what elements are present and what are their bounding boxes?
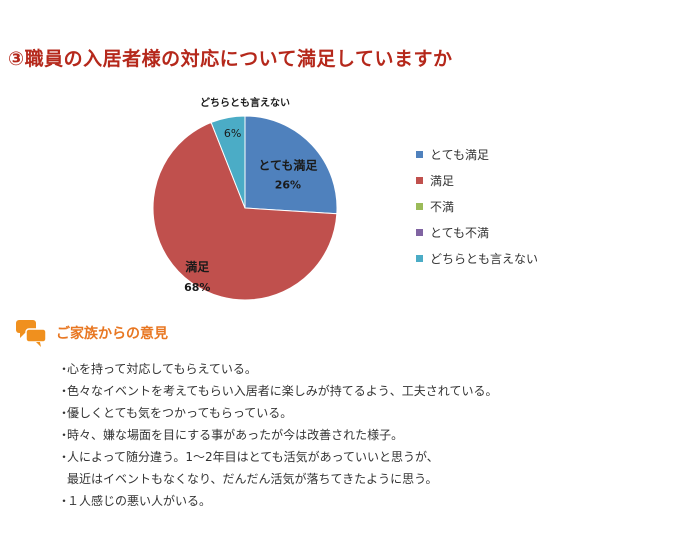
speech-bubbles-icon <box>16 320 47 347</box>
comment-text: 優しくとても気をつかってもらっている。 <box>67 406 293 420</box>
family-comment-item: ・優しくとても気をつかってもらっている。 <box>58 402 497 424</box>
legend-label-1: 満足 <box>430 174 454 188</box>
comment-text: 色々なイベントを考えてもらい入居者に楽しみが持てるよう、工夫されている。 <box>67 384 498 398</box>
family-comments-list: ・心を持って対応してもらえている。 ・色々なイベントを考えてもらい入居者に楽しみが… <box>58 358 497 512</box>
pie-slices <box>152 115 338 301</box>
page-title: ③職員の入居者様の対応について満足していますか <box>8 48 453 70</box>
family-comment-item: ・人によって随分違う。1～2年目はとても活気があっていいと思うが、 最近はイベント… <box>58 446 497 490</box>
comment-text-continued: 最近はイベントもなくなり、だんだん活気が落ちてきたように思う。 <box>67 472 438 486</box>
comment-bullet: ・ <box>58 428 71 442</box>
comment-bullet: ・ <box>58 384 71 398</box>
pie-category-label-0: とても満足 <box>258 157 317 172</box>
legend-swatch-3 <box>416 229 423 236</box>
legend-swatch-0 <box>416 151 423 158</box>
legend-swatch-1 <box>416 177 423 184</box>
comment-bullet: ・ <box>58 362 71 376</box>
legend-swatch-4 <box>416 255 423 262</box>
family-comment-item: ・時々、嫌な場面を目にする事があったが今は改善された様子。 <box>58 424 497 446</box>
pie-value-label-0: 26% <box>275 178 301 191</box>
family-opinions-header: ご家族からの意見 <box>14 318 168 348</box>
comment-text: 心を持って対応してもらえている。 <box>67 362 257 376</box>
comment-bullet: ・ <box>58 494 71 508</box>
family-comment-item: ・色々なイベントを考えてもらい入居者に楽しみが持てるよう、工夫されている。 <box>58 380 497 402</box>
pie-slice-0 <box>244 115 338 215</box>
family-opinions-title: ご家族からの意見 <box>56 326 168 342</box>
pie-slice-1 <box>152 121 338 301</box>
pie-slice-4 <box>210 115 246 209</box>
comment-text: １人感じの悪い人がいる。 <box>67 494 212 508</box>
legend-label-4: どちらとも言えない <box>430 252 538 266</box>
comment-text: 時々、嫌な場面を目にする事があったが今は改善された様子。 <box>67 428 404 442</box>
comment-bullet: ・ <box>58 406 71 420</box>
pie-data-labels: とても満足 26% 満足 68% 6% どちらとも言えない <box>184 96 317 294</box>
pie-value-label-4: 6% <box>224 127 241 140</box>
legend-swatch-2 <box>416 203 423 210</box>
legend-label-0: とても満足 <box>430 148 489 162</box>
family-comment-item: ・１人感じの悪い人がいる。 <box>58 490 497 512</box>
legend-label-2: 不満 <box>430 200 454 214</box>
pie-category-label-1: 満足 <box>185 259 209 274</box>
legend-label-3: とても不満 <box>430 226 489 240</box>
pie-category-label-4: どちらとも言えない <box>200 96 290 109</box>
comment-bullet: ・ <box>58 450 71 464</box>
comment-text: 人によって随分違う。1～2年目はとても活気があっていいと思うが、 <box>67 450 439 464</box>
pie-value-label-1: 68% <box>184 281 210 294</box>
family-comment-item: ・心を持って対応してもらえている。 <box>58 358 497 380</box>
